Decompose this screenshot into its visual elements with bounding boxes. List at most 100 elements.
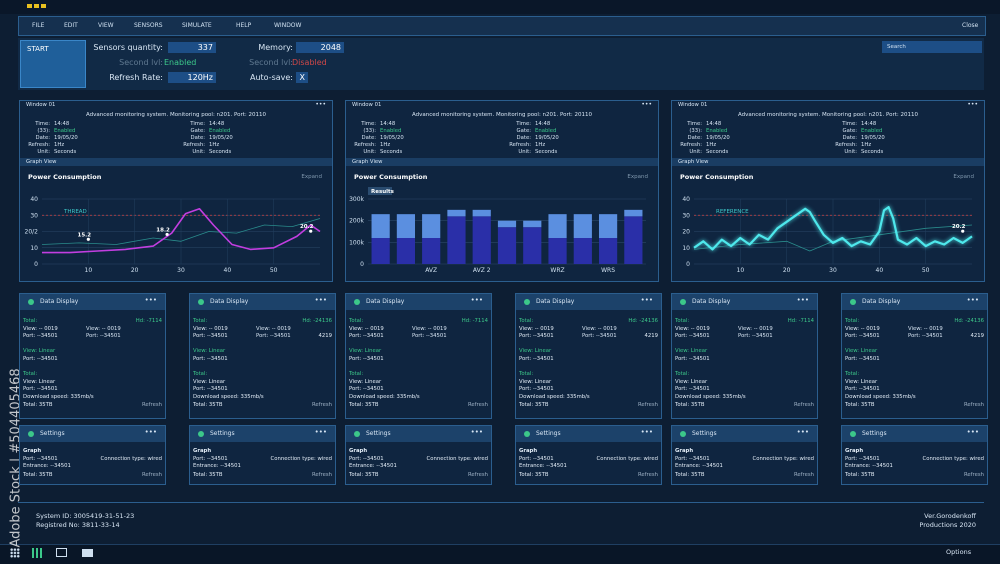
row-left: Total: (675, 371, 690, 378)
info-value: 1Hz (54, 142, 65, 148)
row-left: Total: (845, 371, 860, 378)
window-menu[interactable]: ••• (641, 101, 652, 108)
taskbar-icon[interactable] (82, 549, 93, 557)
menu-item[interactable]: VIEW (98, 22, 114, 29)
panel-menu[interactable]: ••• (314, 296, 327, 304)
row-left: Total: 35TB (193, 472, 223, 479)
start-button[interactable] (20, 40, 86, 88)
menu-item[interactable]: EDIT (64, 22, 78, 29)
panel-menu[interactable]: ••• (966, 428, 979, 436)
marker (86, 237, 90, 241)
menu-item[interactable]: WINDOW (274, 22, 302, 29)
status-dot (680, 299, 686, 305)
panel-menu[interactable]: ••• (144, 428, 157, 436)
row-right[interactable]: Refresh (311, 401, 332, 408)
window-title: Window 01 (352, 102, 382, 108)
row-right[interactable]: Refresh (467, 401, 488, 408)
panel-title: Settings (536, 430, 561, 437)
panel-header (842, 426, 987, 442)
taskbar-icon[interactable] (10, 548, 20, 558)
panel-menu[interactable]: ••• (796, 428, 809, 436)
search-box[interactable] (882, 41, 982, 53)
row-left: Port: --34501 (23, 356, 58, 362)
info-value: 1Hz (380, 142, 391, 148)
info-value: Enabled (706, 128, 728, 134)
annotation: REFERENCE (716, 209, 749, 215)
row-right[interactable]: Refresh (963, 401, 984, 408)
row-right[interactable]: Refresh (963, 472, 984, 479)
expand-button[interactable]: Expand (953, 174, 974, 180)
row-left: Download speed: 335mb/s (23, 394, 94, 400)
panel-menu[interactable]: ••• (470, 428, 483, 436)
row-left: Entrance: --34501 (193, 463, 241, 470)
panel-header (842, 294, 987, 310)
bar-segment (422, 238, 441, 264)
y-tick-label: 300k (349, 196, 364, 203)
info-value: 14:48 (535, 121, 551, 127)
field-value[interactable]: X (296, 72, 308, 83)
panel-header (346, 426, 491, 442)
x-tick-label: 50 (922, 267, 930, 274)
info-key: Refresh: (28, 142, 50, 148)
y-tick-label: 40 (682, 196, 690, 203)
row-right[interactable]: Refresh (141, 472, 162, 479)
logo (27, 4, 47, 8)
info-key: Date: (687, 135, 702, 141)
row-left: Port: --34501 (349, 333, 384, 340)
panel-menu[interactable]: ••• (966, 296, 979, 304)
x-tick-label: 40 (876, 267, 884, 274)
row-left: Total: 35TB (193, 401, 223, 408)
row-left: Port: --34501 (845, 356, 880, 362)
row-right[interactable]: Refresh (637, 401, 658, 408)
row-left: Graph (193, 448, 212, 454)
row-right[interactable]: Refresh (311, 472, 332, 479)
status-dot (524, 299, 530, 305)
row-right[interactable]: Refresh (793, 472, 814, 479)
annotation: THREAD (63, 209, 87, 215)
window-menu[interactable]: ••• (315, 101, 326, 108)
info-key: Unit: (363, 149, 376, 155)
info-key: Date: (35, 135, 50, 141)
data-display: Data Display ••• Total: Hd: -7114 View: -- 0… (671, 293, 818, 419)
menu-item[interactable]: FILE (32, 22, 45, 29)
info-value: 14:48 (706, 121, 722, 127)
info-value: 19/05/20 (535, 135, 559, 141)
panel-menu[interactable]: ••• (144, 296, 157, 304)
panel-menu[interactable]: ••• (314, 428, 327, 436)
field-value[interactable]: 120Hz (168, 72, 216, 83)
taskbar-icon[interactable] (32, 548, 44, 558)
row-left: Download speed: 335mb/s (675, 394, 746, 400)
series-line (41, 218, 321, 245)
window-menu[interactable]: ••• (967, 101, 978, 108)
row-right[interactable]: Refresh (793, 401, 814, 408)
field-value[interactable]: 337 (168, 42, 216, 53)
row-left: Port: --34501 (519, 333, 554, 340)
menu-item[interactable]: SENSORS (134, 22, 163, 29)
series-line (693, 206, 973, 251)
panel-menu[interactable]: ••• (640, 296, 653, 304)
bar-segment (573, 238, 592, 264)
status-dot (28, 299, 34, 305)
y-tick-label: 10 (682, 245, 690, 252)
expand-button[interactable]: Expand (301, 174, 322, 180)
row-right[interactable]: Refresh (637, 472, 658, 479)
options-button[interactable]: Options (946, 548, 972, 556)
info-value: 1Hz (861, 142, 872, 148)
menu-item[interactable]: HELP (236, 22, 252, 29)
graph-view-bar (672, 158, 984, 166)
close-button[interactable]: Close (962, 22, 979, 29)
panel-menu[interactable]: ••• (640, 428, 653, 436)
panel-menu[interactable]: ••• (470, 296, 483, 304)
panel-menu[interactable]: ••• (796, 296, 809, 304)
field-value[interactable]: 2048 (296, 42, 344, 53)
panel-header (190, 294, 335, 310)
row-mid: Port: --34501 (738, 333, 773, 340)
row-right[interactable]: Refresh (467, 472, 488, 479)
status-dot (198, 431, 204, 437)
taskbar-icon[interactable] (56, 548, 67, 557)
row-right[interactable]: Refresh (141, 401, 162, 408)
row-left: Total: 35TB (845, 401, 875, 408)
expand-button[interactable]: Expand (627, 174, 648, 180)
panel-header (672, 426, 817, 442)
menu-item[interactable]: SIMULATE (182, 22, 212, 29)
